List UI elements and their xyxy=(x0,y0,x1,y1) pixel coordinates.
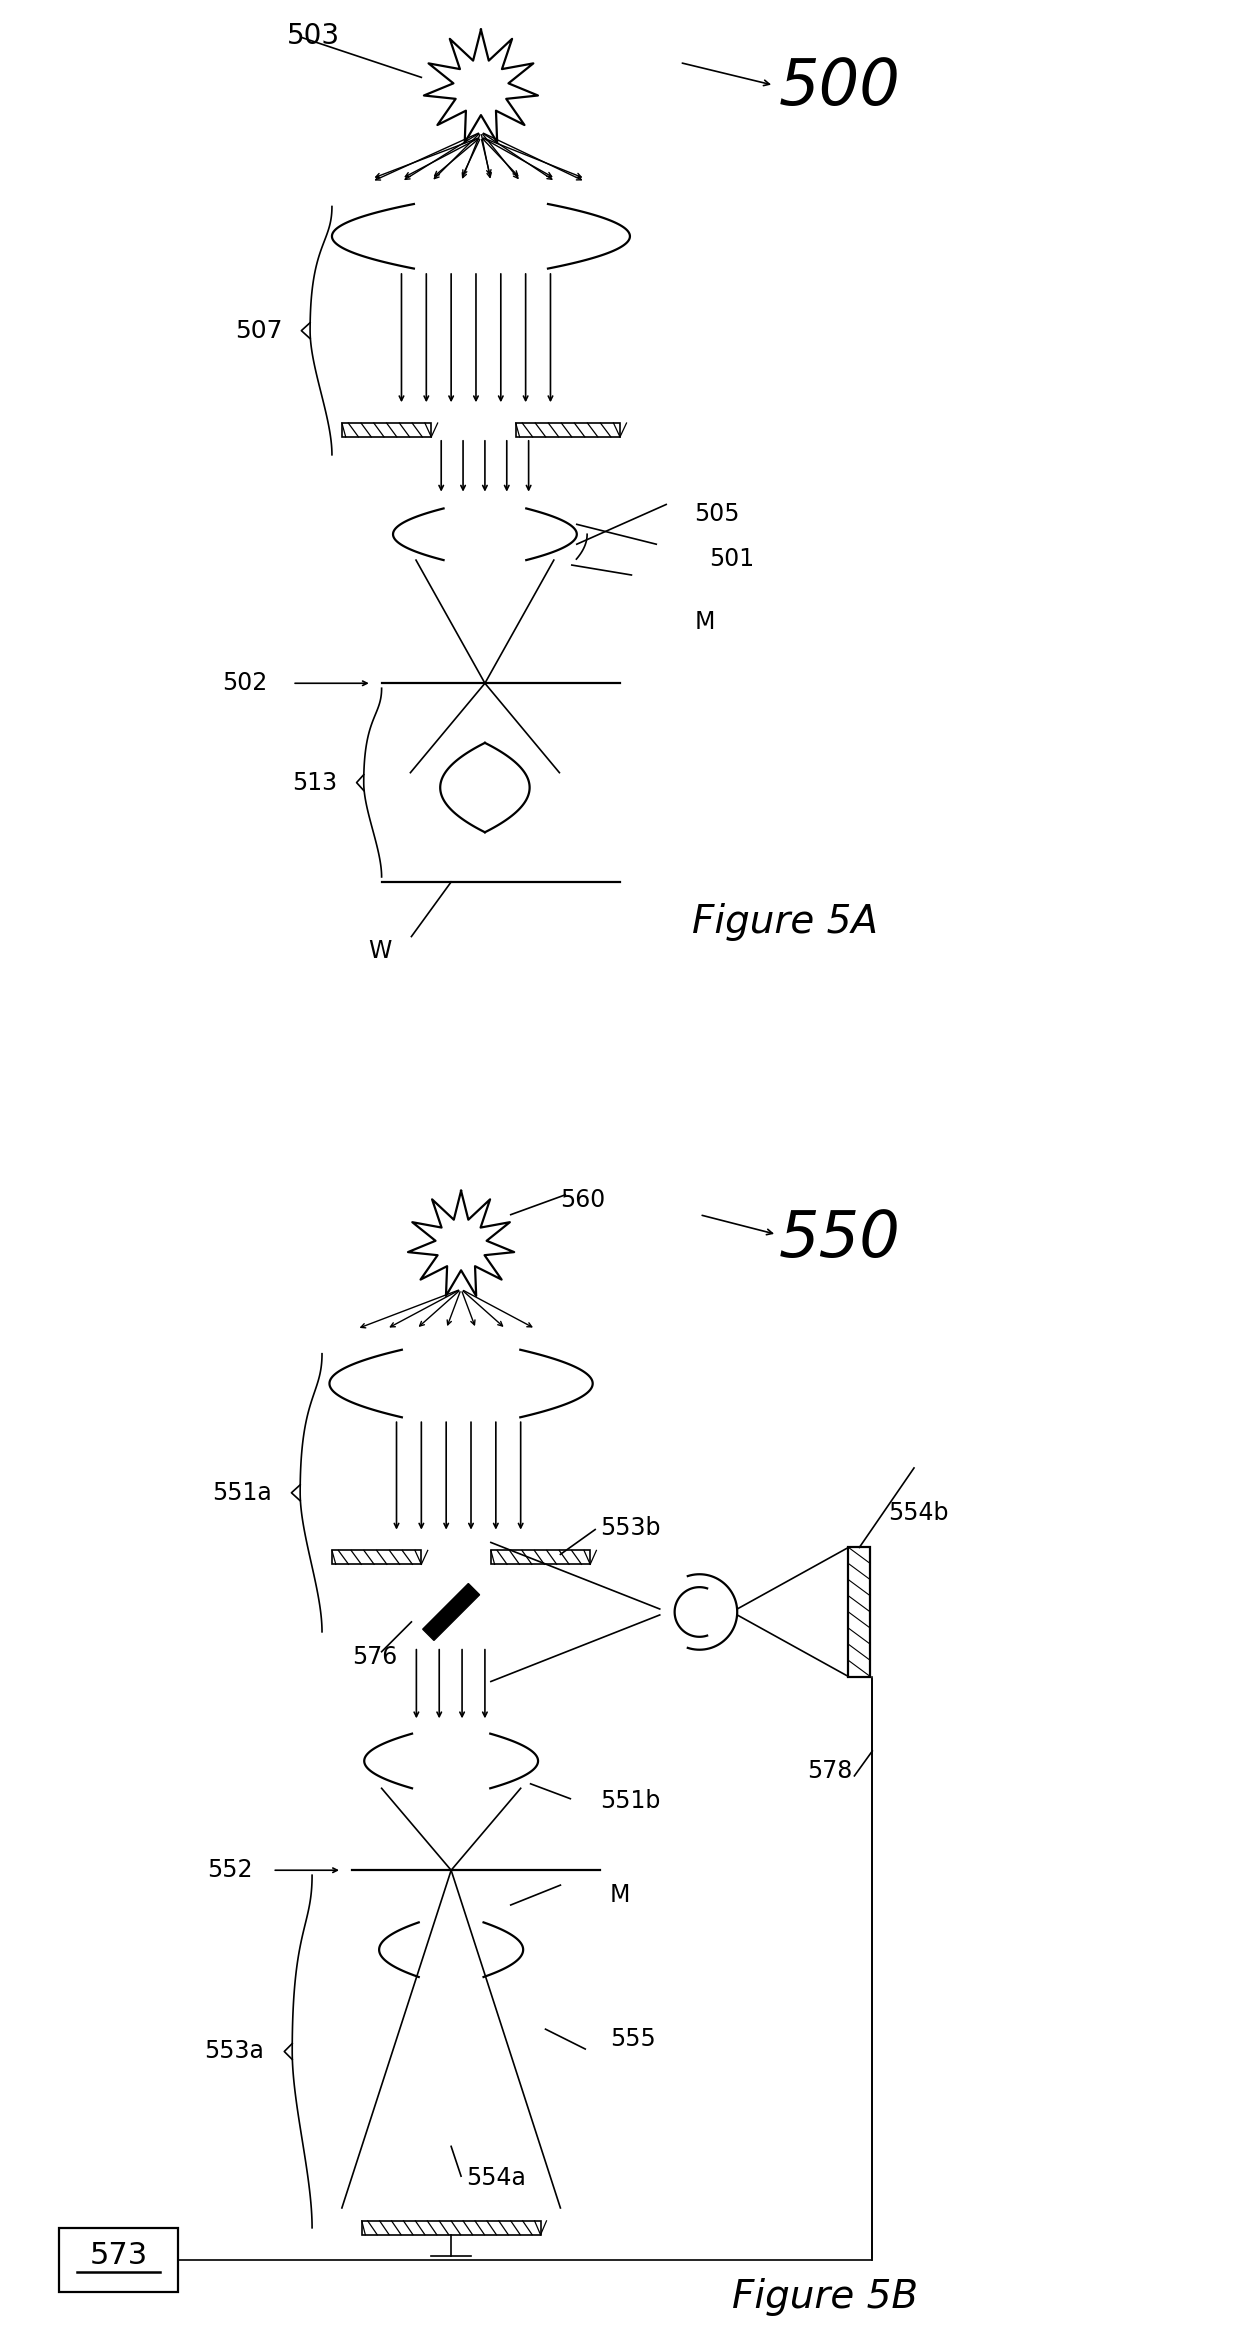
Bar xyxy=(362,2221,541,2235)
Text: Figure 5A: Figure 5A xyxy=(692,902,878,942)
Text: 505: 505 xyxy=(694,503,740,527)
Polygon shape xyxy=(423,1583,480,1641)
Bar xyxy=(491,1550,590,1564)
Text: 551a: 551a xyxy=(212,1480,273,1506)
Text: 560: 560 xyxy=(560,1189,605,1212)
Text: M: M xyxy=(694,611,715,634)
Text: 503: 503 xyxy=(288,21,340,49)
Text: 573: 573 xyxy=(89,2240,148,2270)
Bar xyxy=(58,2228,179,2291)
Text: 554a: 554a xyxy=(466,2165,526,2191)
Text: Figure 5B: Figure 5B xyxy=(732,2277,918,2317)
Text: 554b: 554b xyxy=(888,1501,949,1524)
Text: 507: 507 xyxy=(234,319,283,343)
Text: 553b: 553b xyxy=(600,1515,661,1538)
Text: 552: 552 xyxy=(207,1858,253,1881)
Text: 553a: 553a xyxy=(205,2040,264,2063)
Text: 555: 555 xyxy=(610,2028,656,2051)
Text: 501: 501 xyxy=(709,548,754,571)
Bar xyxy=(848,1548,870,1676)
Text: W: W xyxy=(368,939,392,963)
Text: 550: 550 xyxy=(779,1207,900,1270)
Text: 502: 502 xyxy=(222,671,268,695)
Bar xyxy=(516,422,620,436)
Text: 500: 500 xyxy=(779,56,900,119)
Bar xyxy=(332,1550,422,1564)
Bar xyxy=(342,422,432,436)
Text: 578: 578 xyxy=(807,1760,852,1783)
Text: 576: 576 xyxy=(352,1646,397,1669)
Text: 513: 513 xyxy=(291,772,337,795)
Text: M: M xyxy=(610,1883,630,1907)
Text: 551b: 551b xyxy=(600,1788,661,1814)
